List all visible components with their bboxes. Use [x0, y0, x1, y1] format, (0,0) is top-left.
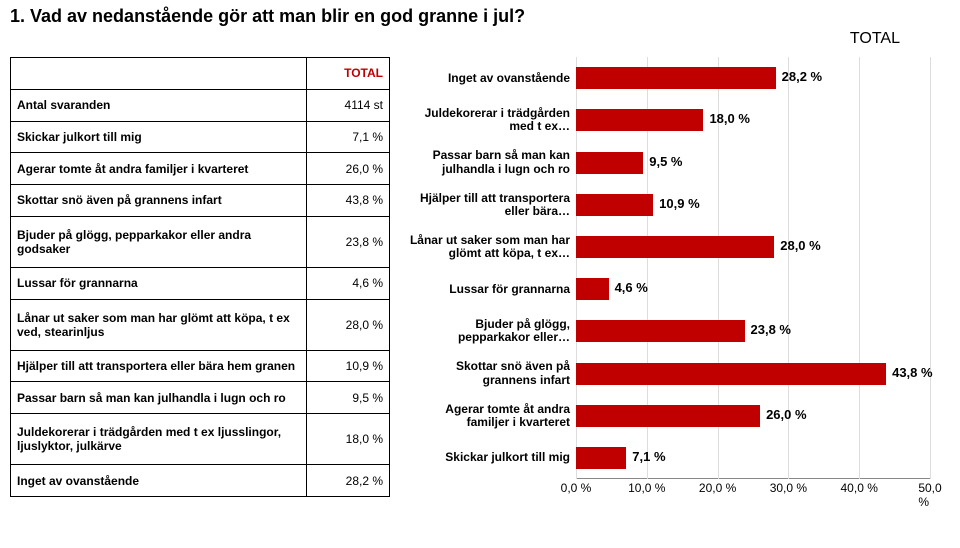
bar-label: Hjälper till att transportera eller bära… [400, 192, 576, 218]
bar-row: Lussar för grannarna 4,6 % [400, 271, 930, 307]
bar [576, 236, 774, 258]
table-row-label: Hjälper till att transportera eller bära… [11, 350, 307, 382]
table-row: Hjälper till att transportera eller bära… [11, 350, 390, 382]
bar-value: 23,8 % [751, 322, 791, 337]
bar [576, 320, 745, 342]
bar [576, 405, 760, 427]
table-row: Passar barn så man kan julhandla i lugn … [11, 382, 390, 414]
table-row-value: 18,0 % [307, 414, 390, 465]
bar-row: Inget av ovanstående 28,2 % [400, 60, 930, 96]
bar-row: Lånar ut saker som man har glömt att köp… [400, 229, 930, 265]
table-row-label: Skickar julkort till mig [11, 121, 307, 153]
table-row-label: Juldekorerar i trädgården med t ex ljuss… [11, 414, 307, 465]
bar-value: 28,2 % [782, 69, 822, 84]
table-row-label: Passar barn så man kan julhandla i lugn … [11, 382, 307, 414]
table-row: Lussar för grannarna4,6 % [11, 267, 390, 299]
bar-row: Skickar julkort till mig 7,1 % [400, 440, 930, 476]
table-row-value: 28,2 % [307, 465, 390, 497]
bar-row: Hjälper till att transportera eller bära… [400, 187, 930, 223]
x-tick: 30,0 % [770, 481, 807, 495]
table-row: Juldekorerar i trädgården med t ex ljuss… [11, 414, 390, 465]
x-tick: 10,0 % [628, 481, 665, 495]
table-row: Skickar julkort till mig7,1 % [11, 121, 390, 153]
bar [576, 447, 626, 469]
table-row: Bjuder på glögg, pepparkakor eller andra… [11, 216, 390, 267]
content: TOTAL Antal svaranden4114 stSkickar julk… [10, 57, 950, 497]
table-row-value: 9,5 % [307, 382, 390, 414]
table-row: Lånar ut saker som man har glömt att köp… [11, 299, 390, 350]
x-tick: 0,0 % [561, 481, 592, 495]
bar [576, 152, 643, 174]
bar-label: Agerar tomte åt andra familjer i kvarter… [400, 403, 576, 429]
bar [576, 278, 609, 300]
table-header-row: TOTAL [11, 58, 390, 90]
bar-row: Agerar tomte åt andra familjer i kvarter… [400, 398, 930, 434]
bar-value: 18,0 % [709, 111, 749, 126]
table-row-value: 4,6 % [307, 267, 390, 299]
bar-label: Passar barn så man kan julhandla i lugn … [400, 149, 576, 175]
table-row: Inget av ovanstående28,2 % [11, 465, 390, 497]
data-table: TOTAL Antal svaranden4114 stSkickar julk… [10, 57, 390, 497]
table-row-value: 26,0 % [307, 153, 390, 185]
table-row-label: Bjuder på glögg, pepparkakor eller andra… [11, 216, 307, 267]
bar-value: 43,8 % [892, 365, 932, 380]
bar-value: 28,0 % [780, 238, 820, 253]
bar-value: 10,9 % [659, 196, 699, 211]
bar-label: Lussar för grannarna [400, 283, 576, 296]
bar [576, 363, 886, 385]
bar-value: 9,5 % [649, 154, 682, 169]
bar-value: 7,1 % [632, 449, 665, 464]
bar-label: Juldekorerar i trädgården med t ex… [400, 107, 576, 133]
table-row-label: Inget av ovanstående [11, 465, 307, 497]
bar-label: Skickar julkort till mig [400, 451, 576, 464]
table-row-value: 28,0 % [307, 299, 390, 350]
bar-label: Skottar snö även på grannens infart [400, 360, 576, 386]
bar-label: Inget av ovanstående [400, 72, 576, 85]
bar [576, 109, 703, 131]
bar [576, 194, 653, 216]
x-tick: 20,0 % [699, 481, 736, 495]
table-row-value: 4114 st [307, 89, 390, 121]
table-row-label: Agerar tomte åt andra familjer i kvarter… [11, 153, 307, 185]
bar [576, 67, 776, 89]
table-row: Agerar tomte åt andra familjer i kvarter… [11, 153, 390, 185]
table-row-label: Lussar för grannarna [11, 267, 307, 299]
bar-row: Bjuder på glögg, pepparkakor eller… 23,8 … [400, 313, 930, 349]
table-row-label: Antal svaranden [11, 89, 307, 121]
x-tick: 50,0 % [918, 481, 941, 509]
table-header-total: TOTAL [307, 58, 390, 90]
bar-value: 4,6 % [615, 280, 648, 295]
table-row-label: Skottar snö även på grannens infart [11, 185, 307, 217]
bar-label: Bjuder på glögg, pepparkakor eller… [400, 318, 576, 344]
table-header-blank [11, 58, 307, 90]
bar-value: 26,0 % [766, 407, 806, 422]
table-row-value: 23,8 % [307, 216, 390, 267]
table-row-label: Lånar ut saker som man har glömt att köp… [11, 299, 307, 350]
table-row: Antal svaranden4114 st [11, 89, 390, 121]
bar-row: Juldekorerar i trädgården med t ex… 18,0 … [400, 102, 930, 138]
bar-row: Passar barn så man kan julhandla i lugn … [400, 145, 930, 181]
page-title: 1. Vad av nedanstående gör att man blir … [10, 6, 950, 27]
bar-row: Skottar snö även på grannens infart 43,8 … [400, 356, 930, 392]
table-row-value: 43,8 % [307, 185, 390, 217]
bar-chart: 0,0 %10,0 %20,0 %30,0 %40,0 %50,0 % Inge… [400, 57, 950, 497]
x-axis: 0,0 %10,0 %20,0 %30,0 %40,0 %50,0 % [576, 478, 930, 497]
table-row-value: 10,9 % [307, 350, 390, 382]
table-row-value: 7,1 % [307, 121, 390, 153]
bar-label: Lånar ut saker som man har glömt att köp… [400, 234, 576, 260]
x-tick: 40,0 % [841, 481, 878, 495]
table-row: Skottar snö även på grannens infart43,8 … [11, 185, 390, 217]
total-label-top: TOTAL [850, 30, 900, 48]
